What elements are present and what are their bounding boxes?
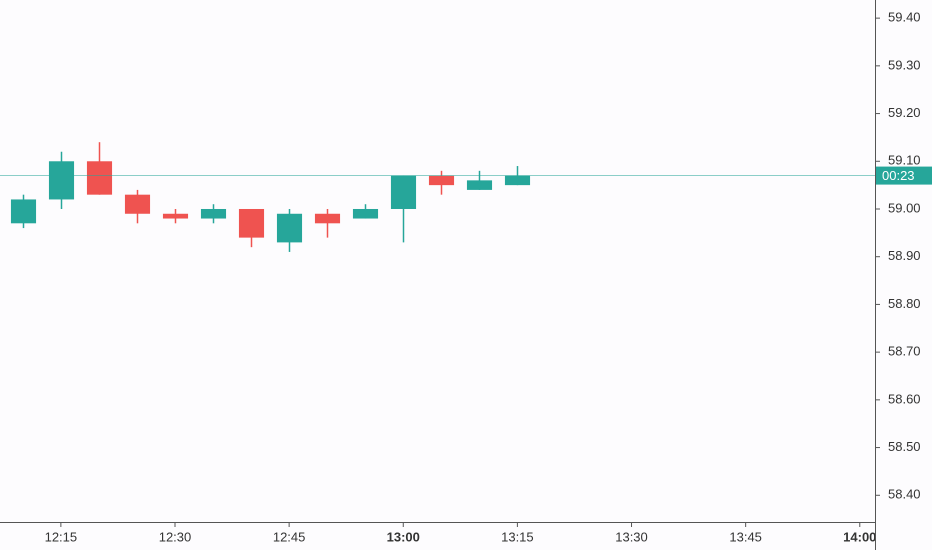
candle-body: [10, 199, 37, 224]
x-tick-label: 13:45: [729, 529, 762, 544]
x-tick-label: 12:45: [273, 529, 306, 544]
x-tick-label: 12:30: [159, 529, 192, 544]
candle-body: [504, 175, 531, 186]
x-tick-label: 14:00: [843, 529, 876, 544]
x-tick-label: 13:00: [387, 529, 420, 544]
y-tick-label: 58.50: [888, 439, 921, 454]
last-price-badge: [876, 166, 932, 185]
y-tick-label: 59.40: [888, 10, 921, 25]
y-tick-label: 58.90: [888, 248, 921, 263]
y-tick-label: 58.60: [888, 391, 921, 406]
countdown-label: 00:23: [882, 168, 915, 183]
candle-body: [466, 180, 493, 190]
x-tick-label: 13:15: [501, 529, 534, 544]
candle-body: [238, 208, 265, 238]
candle-body: [124, 194, 151, 214]
y-tick-label: 58.70: [888, 344, 921, 359]
y-tick-label: 58.40: [888, 487, 921, 502]
candle-body: [86, 161, 113, 195]
candle-body: [314, 213, 341, 224]
candle-body: [276, 213, 303, 243]
x-tick-label: 12:15: [45, 529, 78, 544]
candle-body: [200, 208, 227, 219]
y-tick-label: 59.30: [888, 57, 921, 72]
y-tick-label: 58.80: [888, 296, 921, 311]
time-axis: 12:15 12:30 12:45 13:00 13:15 13:30 13:45 14:00: [45, 522, 876, 544]
y-tick-label: 59.10: [888, 153, 921, 168]
y-tick-label: 59.00: [888, 200, 921, 215]
y-tick-label: 59.20: [888, 105, 921, 120]
candle-body: [162, 213, 189, 219]
candle-body: [390, 175, 417, 209]
candle-body: [352, 208, 379, 219]
x-tick-label: 13:30: [615, 529, 648, 544]
candle-body: [48, 161, 75, 200]
candle-body: [428, 175, 455, 186]
